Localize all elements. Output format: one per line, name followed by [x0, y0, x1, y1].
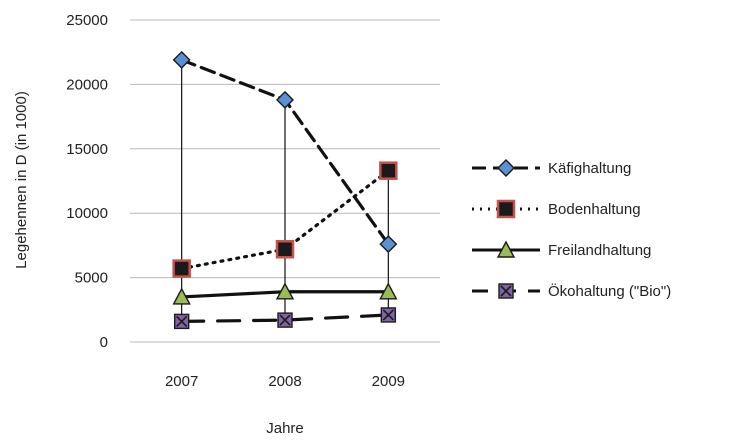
x-axis-label: Jahre — [266, 420, 304, 437]
legend-item: Freilandhaltung — [472, 240, 651, 259]
series-diamond — [172, 50, 398, 254]
data-point — [172, 287, 191, 305]
data-point — [379, 161, 398, 180]
data-point — [275, 282, 295, 300]
y-tick-label: 20000 — [66, 76, 108, 93]
series-x-square — [173, 307, 397, 330]
y-tick-label: 0 — [100, 334, 108, 351]
data-point — [277, 312, 293, 328]
legend-marker — [496, 199, 516, 219]
series-line — [180, 313, 390, 323]
data-point — [173, 313, 190, 330]
data-point — [276, 90, 294, 109]
legend-marker — [496, 240, 516, 258]
legend-label: Bodenhaltung — [548, 201, 641, 218]
data-point — [380, 307, 397, 323]
legend-label: Ökohaltung ("Bio") — [548, 282, 671, 300]
data-point — [379, 282, 398, 300]
legend-marker — [497, 159, 515, 177]
x-tick-labels: 2007 2008 2009 — [165, 373, 405, 390]
legend-label: Käfighaltung — [548, 160, 631, 177]
legend-label: Freilandhaltung — [548, 242, 651, 259]
data-point — [379, 235, 398, 254]
x-tick-label: 2008 — [268, 373, 301, 390]
legend-item: Bodenhaltung — [472, 199, 641, 219]
data-point — [275, 240, 295, 259]
legend-marker — [498, 283, 514, 299]
y-tick-label: 5000 — [75, 270, 108, 287]
series-square — [172, 161, 398, 278]
y-tick-labels: 0 5000 10000 15000 20000 25000 — [66, 12, 108, 351]
y-axis-label: Legehennen in D (in 1000) — [13, 91, 30, 269]
x-tick-label: 2007 — [165, 373, 198, 390]
legend-item: Ökohaltung ("Bio") — [472, 282, 671, 300]
y-tick-label: 25000 — [66, 12, 108, 29]
data-point — [172, 259, 191, 278]
legend-item: Käfighaltung — [472, 159, 631, 177]
data-point — [172, 50, 191, 69]
y-tick-label: 15000 — [66, 141, 108, 158]
series-triangle — [172, 282, 398, 305]
series-group — [172, 50, 398, 330]
y-tick-label: 10000 — [66, 205, 108, 222]
x-tick-label: 2009 — [372, 373, 405, 390]
legend: Käfighaltung Bodenhaltung Freilandhaltung Ö… — [472, 159, 671, 300]
